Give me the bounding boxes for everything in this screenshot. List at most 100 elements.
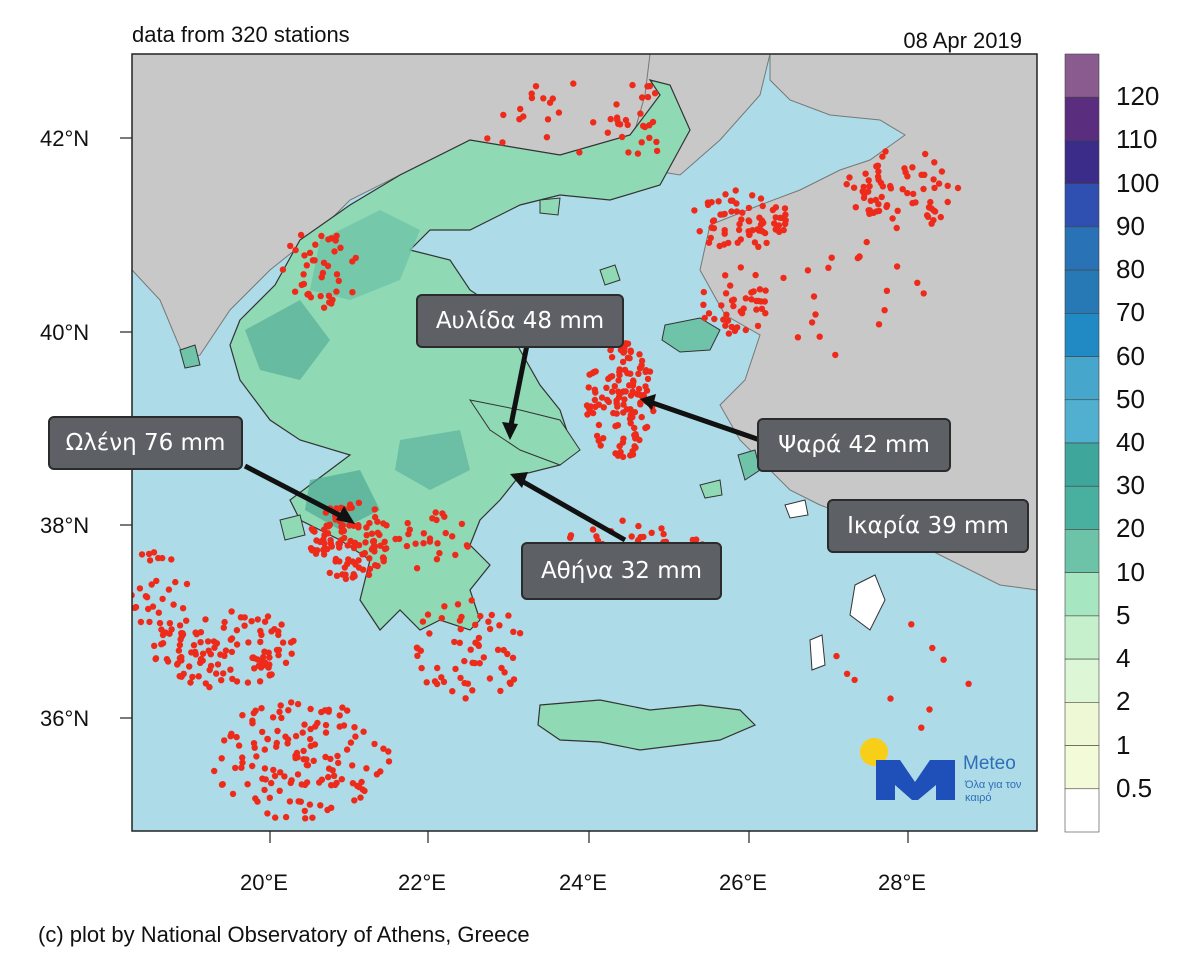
station-point <box>145 605 152 613</box>
station-point <box>276 708 283 716</box>
station-point <box>377 542 384 549</box>
station-point <box>183 580 191 588</box>
station-point <box>310 757 317 764</box>
station-point <box>187 679 194 686</box>
colorbar-segment <box>1064 658 1100 703</box>
station-point <box>745 204 753 212</box>
station-point <box>151 642 158 649</box>
station-point <box>618 133 626 141</box>
colorbar-label: 5 <box>1116 599 1131 630</box>
station-point <box>406 526 413 533</box>
station-point <box>241 622 248 629</box>
station-point <box>716 242 723 250</box>
station-point <box>424 611 432 618</box>
station-point <box>723 311 730 318</box>
station-point <box>297 231 305 239</box>
station-point <box>910 190 917 198</box>
station-point <box>312 241 319 248</box>
station-point <box>385 758 393 765</box>
station-point <box>300 747 307 755</box>
station-point <box>627 348 635 356</box>
station-point <box>718 302 725 309</box>
station-point <box>251 665 258 672</box>
station-point <box>307 725 314 733</box>
station-point <box>627 452 634 459</box>
station-point <box>516 116 523 123</box>
station-point <box>653 138 660 146</box>
station-point <box>456 639 463 646</box>
station-point <box>614 422 622 429</box>
station-point <box>199 650 207 657</box>
station-point <box>774 226 781 233</box>
station-point <box>593 432 601 440</box>
station-point <box>152 655 159 663</box>
station-point <box>259 728 266 736</box>
station-point <box>272 814 279 821</box>
station-point <box>636 351 643 358</box>
station-point <box>454 601 462 608</box>
station-point <box>374 529 381 536</box>
station-point <box>737 236 744 243</box>
station-point <box>328 782 335 789</box>
station-point <box>179 605 187 612</box>
station-point <box>441 603 448 610</box>
station-point <box>756 214 763 221</box>
station-point <box>570 80 577 87</box>
station-point <box>197 629 205 636</box>
station-point <box>758 305 766 312</box>
station-point <box>501 669 508 676</box>
station-point <box>261 786 268 794</box>
station-point <box>303 262 310 269</box>
station-point <box>344 707 351 714</box>
station-point <box>159 595 166 603</box>
station-point <box>745 217 752 224</box>
callout-athina: Αθήνα 32 mm <box>521 542 722 600</box>
colorbar-segment <box>1064 572 1100 617</box>
station-point <box>944 182 951 189</box>
station-point <box>745 228 752 235</box>
station-point <box>259 775 266 782</box>
station-point <box>638 362 645 369</box>
station-point <box>342 575 350 583</box>
station-point <box>461 657 468 665</box>
station-point <box>380 745 387 752</box>
station-point <box>257 627 264 635</box>
colorbar-label: 120 <box>1116 81 1160 112</box>
station-point <box>197 639 204 646</box>
station-point <box>540 95 547 102</box>
station-point <box>404 519 411 527</box>
arrow-heads <box>336 394 656 524</box>
station-point <box>339 704 346 711</box>
station-point <box>700 288 707 296</box>
station-point <box>318 274 325 281</box>
station-point <box>748 289 755 296</box>
station-point <box>292 754 299 762</box>
station-point <box>449 533 456 540</box>
station-point <box>149 603 157 610</box>
station-point <box>362 539 369 546</box>
station-point <box>893 263 901 270</box>
station-point <box>707 234 714 242</box>
lon-label: 26°E <box>719 870 767 895</box>
station-point <box>261 618 269 625</box>
station-point <box>298 781 305 788</box>
station-point <box>228 608 235 615</box>
station-point <box>331 248 338 255</box>
station-point <box>499 139 506 146</box>
station-point <box>940 656 947 663</box>
station-point <box>753 306 760 313</box>
station-point <box>731 327 739 335</box>
station-point <box>598 394 606 401</box>
station-point <box>302 815 309 822</box>
lat-label: 38°N <box>40 513 90 538</box>
station-point <box>266 661 273 668</box>
station-point <box>736 220 743 228</box>
station-point <box>644 93 652 101</box>
station-point <box>369 538 377 545</box>
station-point <box>433 556 441 563</box>
station-point <box>854 254 861 262</box>
station-point <box>288 699 295 706</box>
colorbar-segment <box>1064 140 1100 184</box>
station-point <box>195 673 202 680</box>
station-point <box>143 594 151 601</box>
